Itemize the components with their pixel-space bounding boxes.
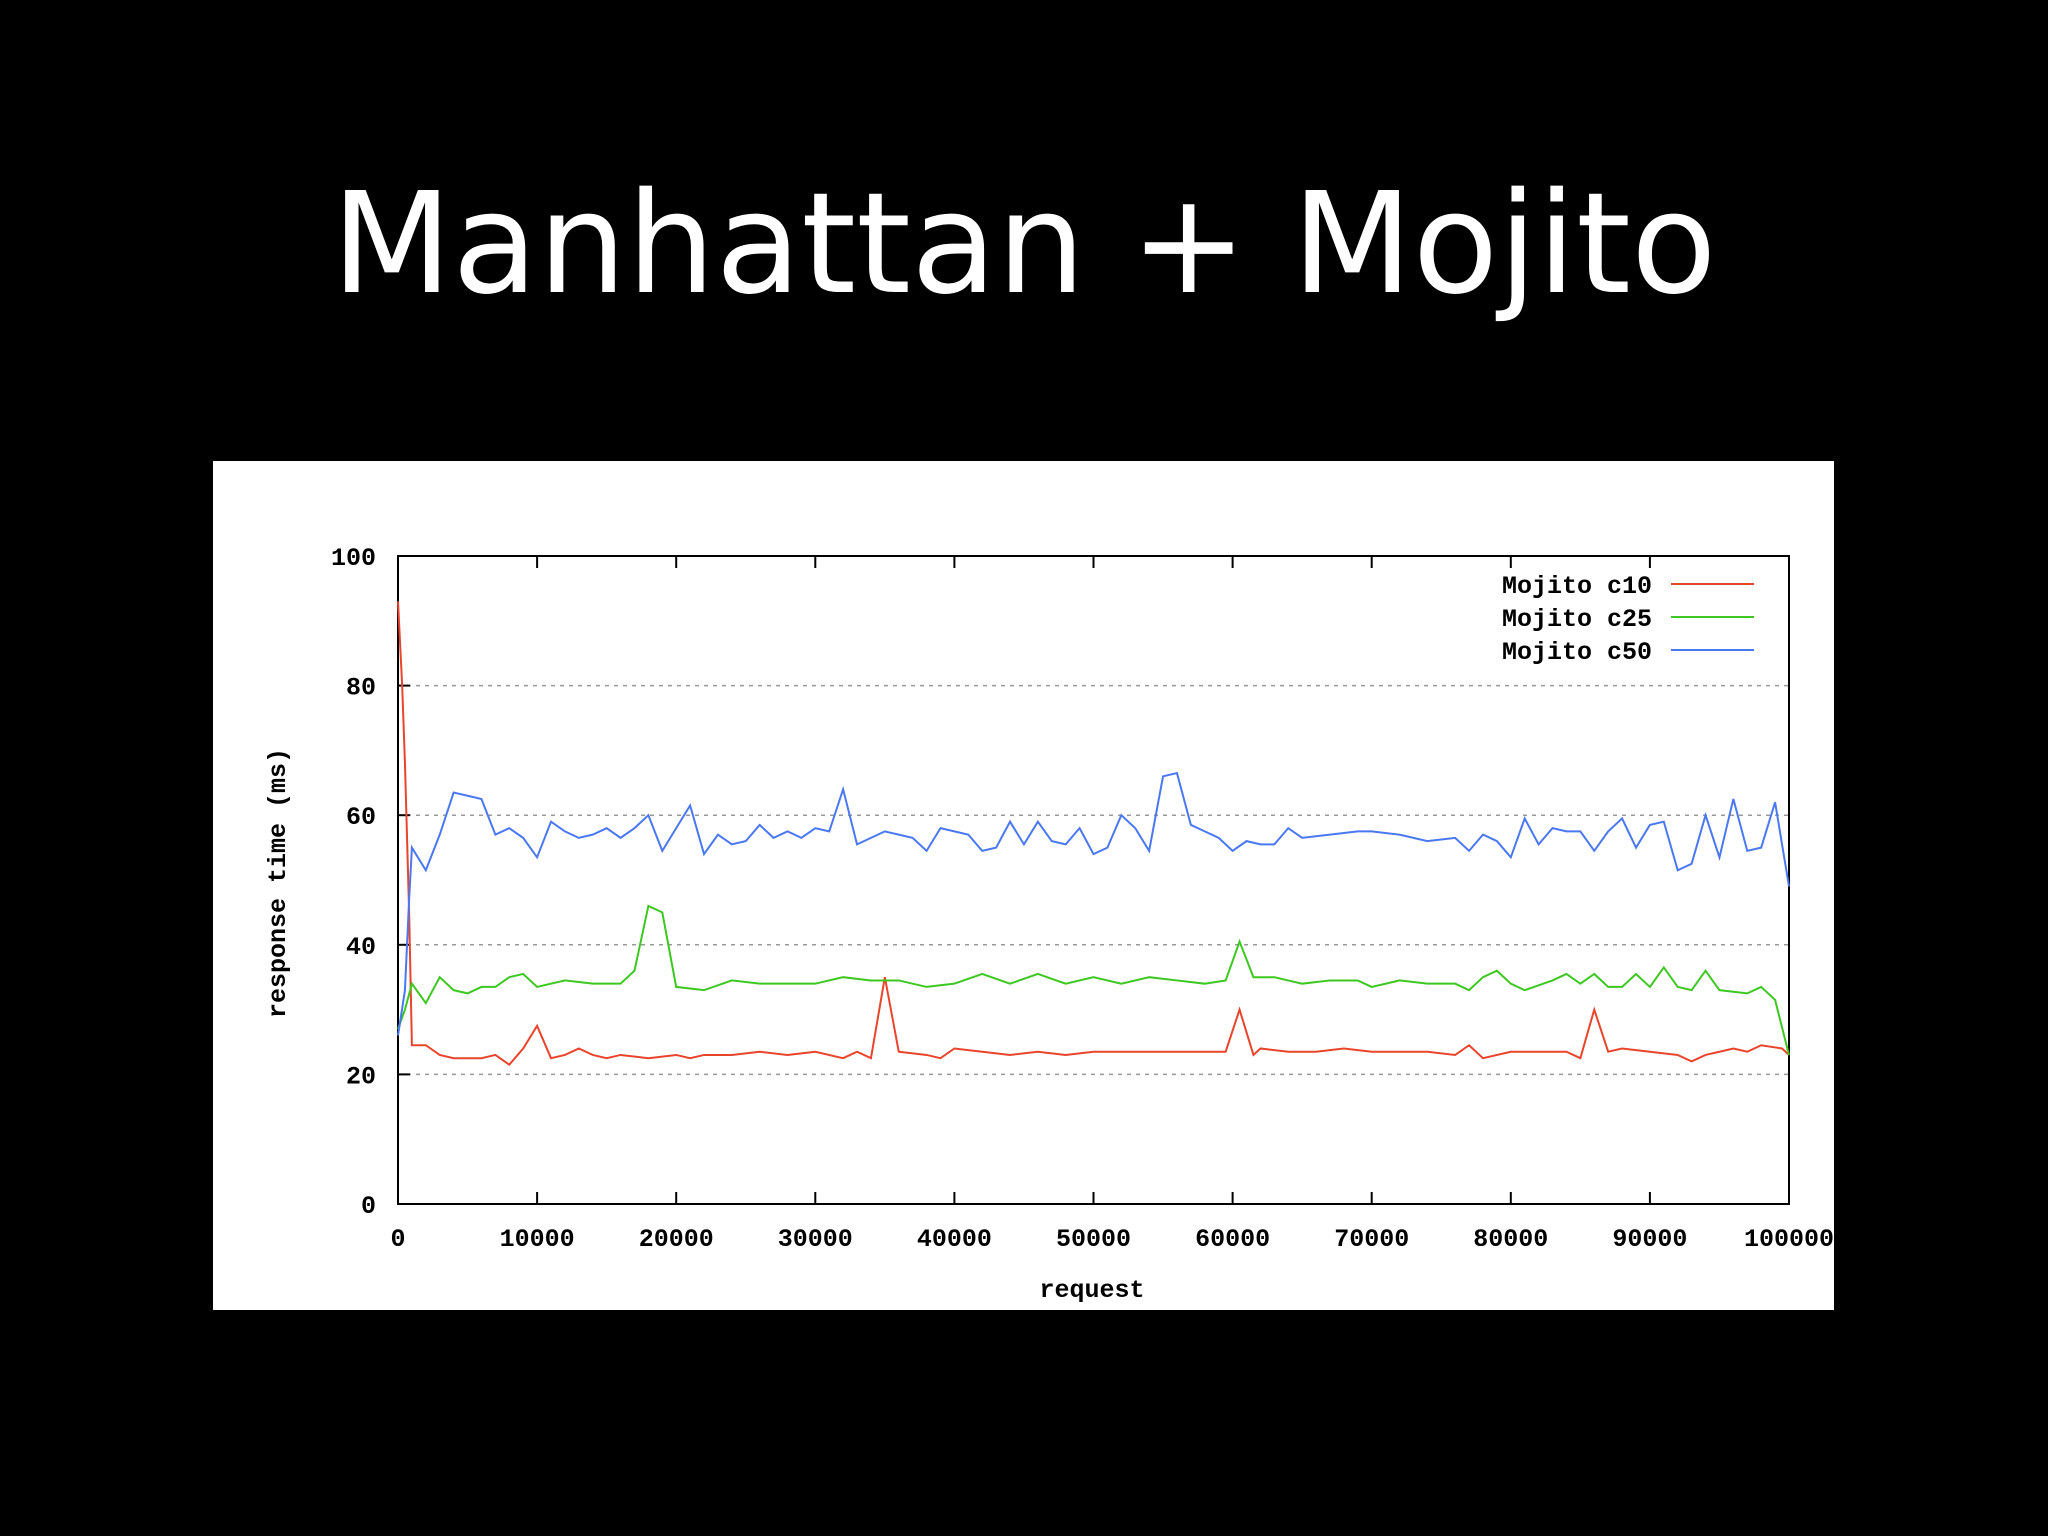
x-tick-label: 0 <box>390 1225 405 1254</box>
y-tick-label: 100 <box>331 544 376 573</box>
y-tick-label: 80 <box>346 674 376 703</box>
x-tick-label: 80000 <box>1473 1225 1548 1254</box>
x-tick-label: 100000 <box>1744 1225 1834 1254</box>
legend-label: Mojito c50 <box>1502 638 1652 667</box>
series-line <box>397 771 1790 1036</box>
legend-label: Mojito c10 <box>1502 572 1652 601</box>
x-tick-label: 40000 <box>917 1225 992 1254</box>
x-tick-label: 50000 <box>1056 1225 1131 1254</box>
slide-title: Manhattan + Mojito <box>331 163 1716 326</box>
x-axis-label: request <box>1039 1276 1144 1305</box>
x-tick-label: 60000 <box>1195 1225 1270 1254</box>
plot-border <box>397 555 1790 1205</box>
y-tick-label: 60 <box>346 803 376 832</box>
x-tick-label: 30000 <box>778 1225 853 1254</box>
y-axis-label: response time (ms) <box>264 748 293 1018</box>
x-tick-label: 70000 <box>1334 1225 1409 1254</box>
series-line <box>397 904 1790 1056</box>
chart-background <box>213 461 1834 1310</box>
legend-label: Mojito c25 <box>1502 605 1652 634</box>
y-tick-label: 20 <box>346 1062 376 1091</box>
y-tick-label: 40 <box>346 933 376 962</box>
chart: request response time (ms) 0204060801000… <box>213 461 1834 1310</box>
x-tick-label: 10000 <box>500 1225 575 1254</box>
x-tick-label: 20000 <box>639 1225 714 1254</box>
series-line <box>397 601 1790 1067</box>
y-tick-label: 0 <box>361 1192 376 1221</box>
x-tick-label: 90000 <box>1612 1225 1687 1254</box>
